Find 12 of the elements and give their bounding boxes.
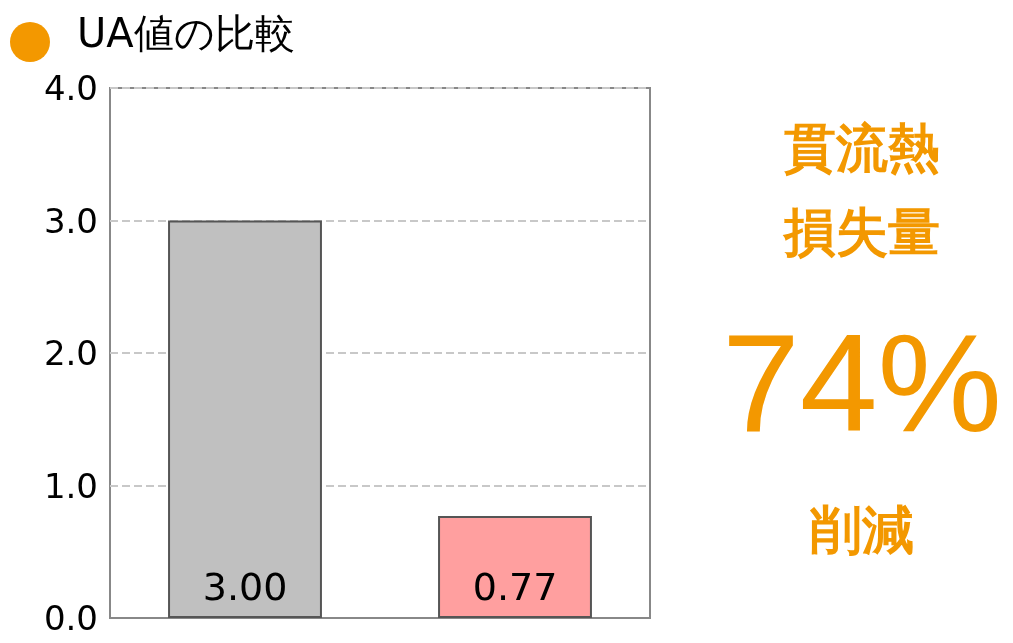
text: 損失量: [782, 202, 940, 262]
data-label: 0.77: [472, 565, 558, 609]
chart-title: UA値の比較: [77, 10, 295, 56]
y-tick-label: 0.0: [43, 598, 98, 638]
text: 貫流熱: [784, 118, 940, 178]
y-tick-label: 4.0: [43, 68, 98, 108]
text: 削減: [809, 500, 914, 560]
y-tick-label: 1.0: [43, 465, 98, 506]
y-tick-label: 2.0: [43, 333, 98, 373]
data-label: 3.00: [202, 565, 288, 609]
y-tick-label: 3.0: [43, 200, 98, 241]
text: 74%: [721, 303, 1003, 461]
